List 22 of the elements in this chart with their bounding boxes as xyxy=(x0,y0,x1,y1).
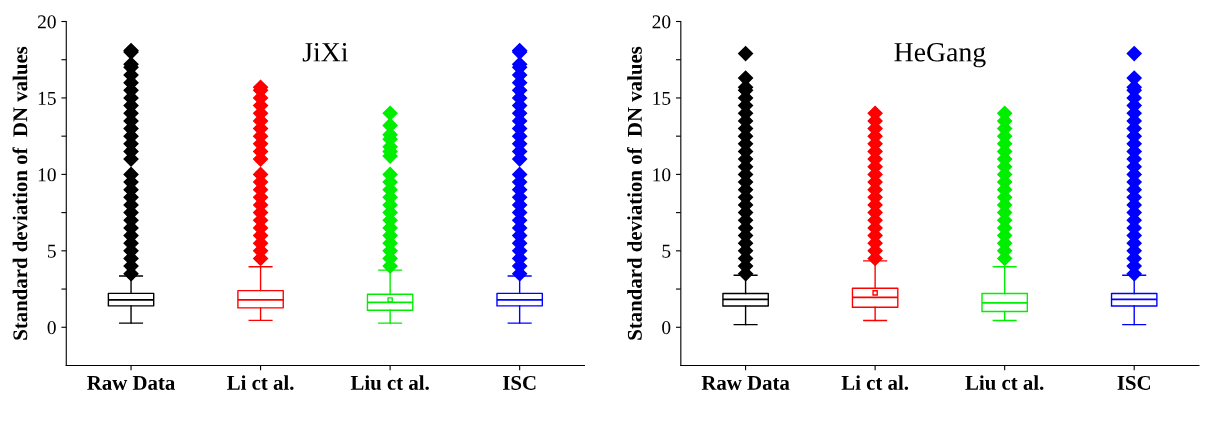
y-tick-label: 5 xyxy=(662,244,671,258)
y-tick-label: 0 xyxy=(662,321,671,335)
y-axis-title: Standard deviation of DN values xyxy=(12,46,28,340)
x-tick-label: Li ct al. xyxy=(841,375,909,390)
x-tick-label: Li ct al. xyxy=(227,375,294,390)
x-tick-label: ISC xyxy=(502,375,536,390)
y-tick-label: 0 xyxy=(47,321,56,335)
y-tick-label: 10 xyxy=(653,168,671,182)
text: HeGang xyxy=(894,42,986,68)
x-tick-label: Raw Data xyxy=(701,376,790,390)
y-tick-label: 20 xyxy=(652,15,671,29)
y-tick-label: 10 xyxy=(38,168,56,182)
y-tick-label: 15 xyxy=(38,91,56,105)
x-tick-label: ISC xyxy=(1117,375,1150,390)
y-tick-label: 5 xyxy=(47,244,56,258)
x-tick-label: Liu ct al. xyxy=(965,375,1044,390)
y-tick-label: 20 xyxy=(37,15,56,29)
x-tick-label: Raw Data xyxy=(87,376,175,390)
y-tick-label: 15 xyxy=(653,91,671,105)
y-axis-title: Standard deviation of DN values xyxy=(627,46,642,340)
x-tick-label: Liu ct al. xyxy=(350,375,429,390)
text: JiXi xyxy=(302,42,348,62)
